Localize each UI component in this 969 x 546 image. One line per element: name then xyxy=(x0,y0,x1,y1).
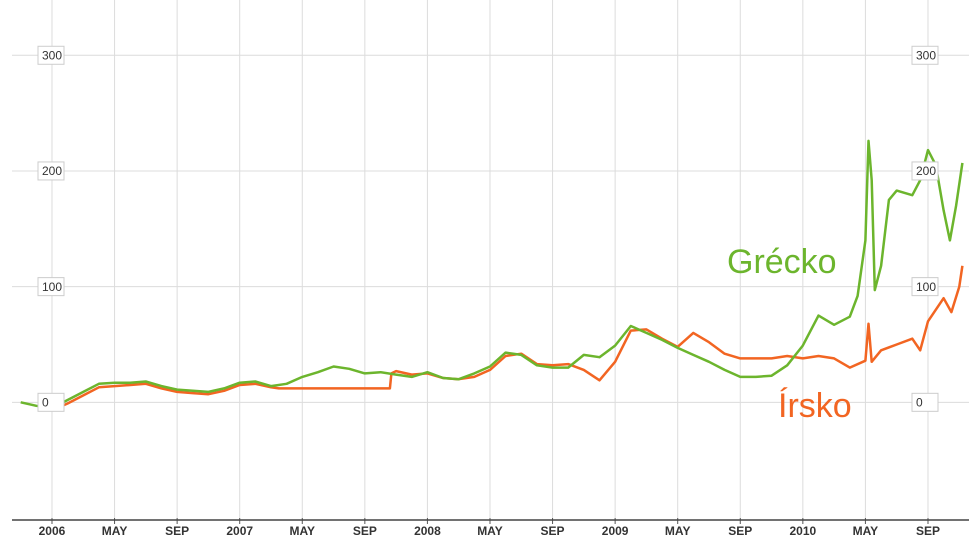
y-label-box xyxy=(911,161,939,181)
y-label-box xyxy=(911,45,939,65)
y-label-box xyxy=(911,392,939,412)
y-tick-label-right: 0 xyxy=(916,395,923,409)
y-label-box xyxy=(37,277,65,297)
x-tick-label: 2007 xyxy=(226,524,253,538)
x-tick-label: SEP xyxy=(916,524,940,538)
y-label-box xyxy=(37,161,65,181)
x-tick-label: 2008 xyxy=(414,524,441,538)
y-label-box xyxy=(37,45,65,65)
x-tick-label: 2010 xyxy=(789,524,816,538)
x-tick-label: SEP xyxy=(353,524,377,538)
y-tick-label-right: 300 xyxy=(916,48,936,62)
y-tick-label-left: 0 xyxy=(42,395,49,409)
x-tick-label: 2006 xyxy=(39,524,66,538)
x-tick-label: MAY xyxy=(289,524,315,538)
series-line xyxy=(51,265,964,412)
y-tick-label-left: 200 xyxy=(42,164,62,178)
y-label-box xyxy=(37,392,65,412)
x-tick-label: 2009 xyxy=(602,524,629,538)
x-tick-label: MAY xyxy=(853,524,879,538)
x-tick-label: SEP xyxy=(541,524,565,538)
y-label-box xyxy=(911,277,939,297)
series-label-grecko: Grécko xyxy=(727,243,837,281)
x-tick-label: MAY xyxy=(477,524,503,538)
x-tick-label: SEP xyxy=(728,524,752,538)
series-label-irsko: Írsko xyxy=(778,387,852,425)
x-tick-label: MAY xyxy=(102,524,128,538)
y-tick-label-left: 100 xyxy=(42,280,62,294)
x-tick-label: MAY xyxy=(665,524,691,538)
y-tick-label-right: 200 xyxy=(916,164,936,178)
x-tick-label: SEP xyxy=(165,524,189,538)
y-tick-label-right: 100 xyxy=(916,280,936,294)
y-tick-label-left: 300 xyxy=(42,48,62,62)
series-line xyxy=(20,139,964,410)
